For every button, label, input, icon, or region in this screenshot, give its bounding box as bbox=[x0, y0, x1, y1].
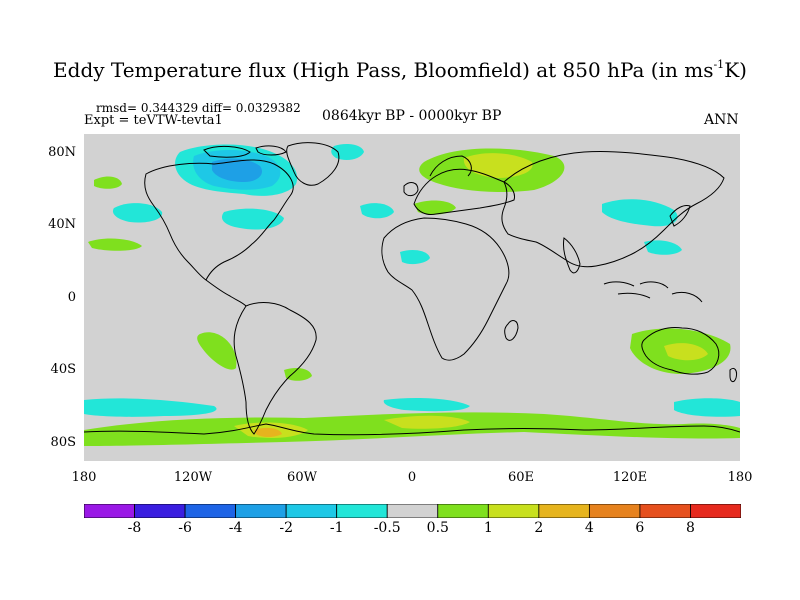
negative-anomaly-region bbox=[112, 203, 163, 223]
coastline-new-zealand bbox=[729, 367, 737, 383]
lon-label-180w: 180 bbox=[71, 470, 97, 485]
colorbar-label: -1 bbox=[329, 520, 344, 536]
positive-anomaly-region bbox=[88, 238, 142, 251]
coastlines bbox=[84, 142, 740, 436]
colorbar-swatch bbox=[285, 504, 338, 518]
negative-anomaly-region bbox=[644, 240, 682, 255]
positive-anomaly-region bbox=[94, 176, 122, 189]
lon-label-120e: 120E bbox=[612, 470, 648, 485]
coastline-indonesia bbox=[603, 281, 703, 303]
colorbar-swatch bbox=[336, 504, 388, 518]
title-main: Eddy Temperature flux (High Pass, Bloomf… bbox=[53, 58, 714, 82]
coastline-scandinavia bbox=[429, 155, 472, 177]
experiment-label: Expt = teVTW-tevta1 bbox=[84, 113, 223, 128]
lat-label-80n: 80N bbox=[48, 145, 76, 160]
colorbar-swatch bbox=[588, 504, 641, 518]
colorbar-label: -0.5 bbox=[373, 520, 401, 536]
colorbar-swatch bbox=[235, 504, 287, 518]
lon-label-60e: 60E bbox=[507, 470, 535, 485]
negative-anomaly-region bbox=[400, 250, 430, 265]
colorbar-swatch bbox=[538, 504, 590, 518]
colorbar-label: -8 bbox=[127, 520, 142, 536]
stats-text: rmsd= 0.344329 diff= 0.0329382 bbox=[96, 101, 301, 115]
world-map bbox=[84, 134, 740, 461]
colorbar-swatch bbox=[386, 504, 439, 518]
period-label: 0864kyr BP - 0000kyr BP bbox=[322, 108, 502, 124]
colorbar-label: 0.5 bbox=[426, 520, 449, 536]
lat-label-40n: 40N bbox=[48, 217, 76, 232]
negative-anomaly-region bbox=[212, 158, 263, 182]
coastline-british-isles bbox=[403, 182, 419, 197]
lon-label-0: 0 bbox=[407, 470, 417, 485]
colorbar-label: -6 bbox=[178, 520, 192, 536]
positive-anomaly-region bbox=[254, 427, 282, 437]
title-superscript: -1 bbox=[713, 58, 725, 71]
negative-anomaly-region bbox=[84, 398, 217, 417]
lat-label-40s: 40S bbox=[50, 362, 76, 377]
negative-anomaly-region bbox=[383, 398, 470, 412]
positive-anomaly-region bbox=[664, 343, 708, 361]
colorbar-swatch bbox=[487, 504, 540, 518]
colorbar-label: 1 bbox=[483, 520, 493, 536]
colorbar-label: -4 bbox=[228, 520, 243, 536]
negative-anomaly-region bbox=[602, 199, 678, 227]
negative-anomaly-region bbox=[360, 203, 394, 219]
negative-anomaly-region bbox=[331, 144, 364, 160]
colorbar-swatch bbox=[437, 504, 489, 518]
colorbar-label: -2 bbox=[279, 520, 293, 536]
positive-anomaly-region bbox=[197, 332, 237, 370]
coastline-africa bbox=[381, 217, 510, 361]
coastline-india bbox=[563, 237, 581, 274]
colorbar bbox=[84, 504, 741, 518]
lat-label-80s: 80S bbox=[50, 435, 76, 450]
coastline-australia bbox=[641, 327, 720, 375]
coastline-madagascar bbox=[504, 320, 519, 341]
anomaly-contours bbox=[84, 144, 740, 446]
positive-anomaly-region bbox=[384, 415, 470, 429]
coastline-antarctica bbox=[84, 423, 740, 436]
colorbar-label: 8 bbox=[686, 520, 695, 536]
lon-label-180e: 180 bbox=[727, 470, 753, 485]
coastline-europe bbox=[413, 168, 515, 215]
colorbar-label: 2 bbox=[534, 520, 544, 536]
colorbar-swatch bbox=[134, 504, 186, 518]
colorbar-swatch bbox=[639, 504, 691, 518]
negative-anomaly-region bbox=[674, 398, 740, 417]
lat-label-eq: 0 bbox=[67, 290, 76, 305]
colorbar-swatch bbox=[690, 504, 741, 518]
coastline-greenland bbox=[286, 142, 340, 186]
coastline-central-america bbox=[205, 279, 247, 307]
coastline-asia bbox=[501, 150, 725, 268]
positive-anomaly-region bbox=[463, 153, 533, 178]
positive-anomaly-region bbox=[284, 368, 312, 381]
positive-anomaly-region bbox=[414, 200, 456, 215]
lon-label-60w: 60W bbox=[287, 470, 317, 485]
colorbar-label: 6 bbox=[635, 520, 645, 536]
coastline-south-america bbox=[233, 302, 317, 435]
colorbar-swatch bbox=[84, 504, 135, 518]
lon-label-120w: 120W bbox=[173, 470, 213, 485]
coastline-north-america bbox=[144, 159, 294, 281]
colorbar-label: 4 bbox=[584, 520, 594, 536]
title-end: K) bbox=[724, 58, 747, 82]
coastline-canadian-archipelago bbox=[203, 145, 287, 158]
plot-title: Eddy Temperature flux (High Pass, Bloomf… bbox=[0, 58, 800, 82]
negative-anomaly-region bbox=[221, 208, 284, 230]
colorbar-swatch bbox=[184, 504, 237, 518]
coastline-japan bbox=[669, 205, 691, 227]
season-label: ANN bbox=[704, 112, 739, 128]
